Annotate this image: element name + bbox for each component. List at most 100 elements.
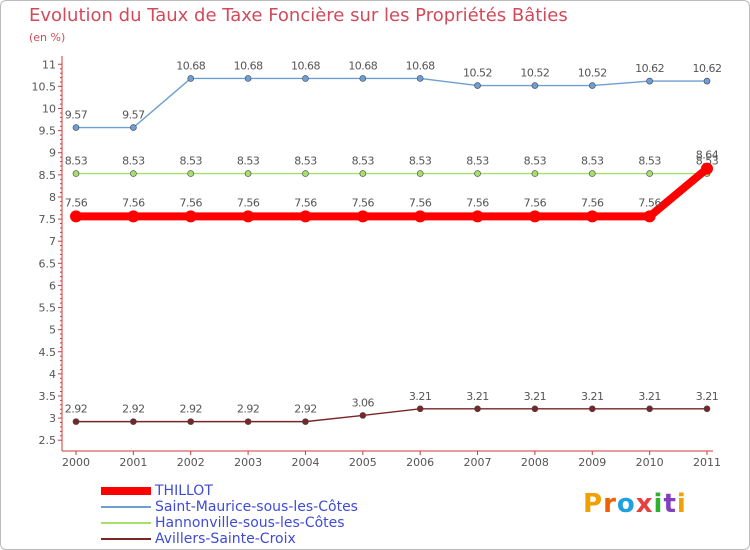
data-point (299, 210, 312, 223)
data-point (187, 75, 195, 82)
data-label: 8.53 (581, 155, 604, 168)
data-point (646, 170, 653, 177)
data-point (72, 170, 80, 177)
data-label: 3.21 (581, 390, 604, 403)
logo-letter: i (676, 489, 687, 519)
series-line-Saint-Maurice-sous-les-Côtes (75, 77, 708, 129)
data-point (130, 124, 137, 131)
y-tick-label: 5 (49, 324, 56, 337)
data-label: 2.92 (237, 403, 260, 416)
data-label: 7.56 (409, 196, 432, 209)
data-label: 7.56 (237, 196, 260, 209)
x-tick-label: 2003 (234, 456, 262, 469)
proxiti-logo: Proxiti (583, 489, 687, 519)
data-point (356, 210, 369, 223)
data-label: 10.52 (520, 67, 549, 80)
legend-label: Avillers-Sainte-Croix (155, 531, 296, 547)
x-tick-label: 2002 (177, 456, 205, 469)
data-point (701, 162, 713, 175)
data-label: 10.52 (578, 67, 607, 80)
data-point (416, 170, 424, 177)
data-point (359, 170, 367, 177)
data-label: 8.53 (122, 155, 145, 168)
data-point (187, 418, 195, 425)
y-tick-label: 9 (49, 147, 56, 160)
data-point (528, 210, 541, 223)
data-point (531, 170, 539, 177)
legend-label: Saint-Maurice-sous-les-Côtes (155, 499, 358, 515)
data-point (474, 82, 481, 89)
data-label: 8.64 (696, 149, 719, 162)
x-tick-label: 2005 (349, 456, 377, 469)
data-label: 10.52 (463, 67, 492, 80)
x-tick-label: 2011 (693, 456, 721, 469)
data-point (646, 77, 653, 85)
data-label: 10.68 (406, 59, 435, 72)
y-tick-label: 8 (49, 191, 56, 204)
data-label: 7.56 (294, 196, 317, 209)
data-point (414, 210, 427, 223)
data-label: 8.53 (179, 155, 202, 168)
legend-swatch (101, 522, 151, 524)
data-label: 3.21 (638, 390, 661, 403)
data-point (302, 418, 309, 425)
legend-item: Saint-Maurice-sous-les-Côtes (101, 499, 358, 515)
data-point (416, 405, 424, 413)
data-label: 3.21 (524, 390, 547, 403)
data-point (70, 210, 82, 223)
data-label: 10.62 (693, 62, 722, 75)
legend-item: Hannonville-sous-les-Côtes (101, 515, 358, 531)
x-tick-label: 2009 (578, 456, 606, 469)
logo-letter: r (603, 489, 617, 519)
data-point (359, 412, 367, 419)
logo-letter: o (616, 489, 636, 519)
data-label: 10.68 (291, 59, 320, 72)
y-tick-label: 10 (42, 103, 56, 116)
data-point (646, 405, 653, 413)
data-point (359, 75, 367, 82)
data-label: 8.53 (638, 155, 661, 168)
data-label: 7.56 (352, 196, 375, 209)
x-tick-label: 2006 (406, 456, 434, 469)
logo-letter: P (583, 489, 604, 519)
data-point (130, 170, 137, 177)
data-point (242, 210, 255, 223)
y-tick-label: 10.5 (32, 80, 57, 93)
data-label: 8.53 (696, 155, 719, 168)
data-label: 8.53 (352, 155, 375, 168)
data-label: 9.57 (65, 109, 88, 122)
data-point (244, 170, 252, 177)
legend: THILLOT Saint-Maurice-sous-les-Côtes Hanno… (101, 483, 358, 547)
data-point (130, 418, 137, 425)
data-point (416, 75, 424, 82)
x-tick-label: 2001 (119, 456, 147, 469)
data-label: 10.68 (234, 59, 263, 72)
y-tick-label: 9.5 (39, 125, 57, 138)
data-label: 3.06 (352, 396, 375, 409)
chart-subtitle: (en %) (29, 31, 66, 44)
data-label: 8.53 (466, 155, 489, 168)
data-label: 7.56 (179, 196, 202, 209)
data-point (244, 418, 252, 425)
data-label: 3.21 (696, 390, 719, 403)
legend-label: Hannonville-sous-les-Côtes (155, 515, 345, 531)
data-point (588, 170, 596, 177)
data-label: 8.53 (65, 155, 88, 168)
data-point (127, 210, 140, 223)
data-label: 7.56 (65, 196, 88, 209)
y-tick-label: 3.5 (39, 390, 57, 403)
legend-item: THILLOT (101, 483, 358, 499)
data-label: 2.92 (294, 403, 317, 416)
data-point (588, 82, 596, 89)
data-point (643, 210, 656, 223)
data-point (474, 405, 481, 413)
logo-letter: i (653, 489, 664, 519)
data-label: 10.68 (176, 59, 205, 72)
y-tick-label: 4.5 (39, 346, 57, 359)
series-line-THILLOT (72, 164, 711, 221)
data-point (703, 405, 711, 413)
logo-letter: x (635, 489, 654, 519)
y-tick-label: 2.5 (39, 434, 57, 447)
y-tick-label: 6 (49, 279, 56, 292)
